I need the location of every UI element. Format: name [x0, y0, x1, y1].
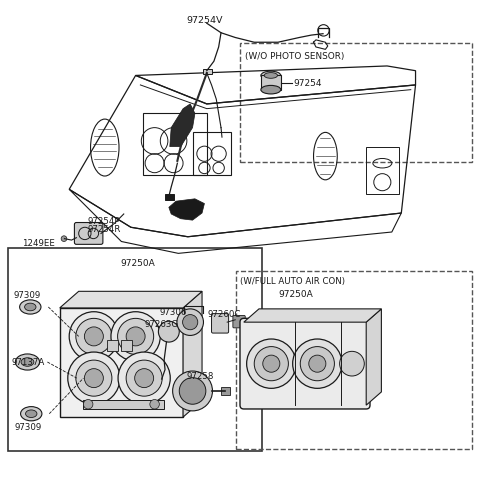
Bar	[84, 400, 164, 408]
Ellipse shape	[264, 74, 277, 79]
Circle shape	[76, 318, 112, 355]
Bar	[143, 114, 207, 176]
Ellipse shape	[25, 410, 37, 418]
FancyBboxPatch shape	[212, 314, 228, 333]
Text: 97258: 97258	[187, 371, 214, 380]
Circle shape	[158, 321, 179, 342]
Polygon shape	[244, 309, 382, 322]
Polygon shape	[170, 105, 195, 147]
Text: 97250A: 97250A	[120, 259, 155, 268]
Text: (W/FULL AUTO AIR CON): (W/FULL AUTO AIR CON)	[240, 276, 345, 285]
Bar	[261, 76, 281, 91]
Polygon shape	[366, 309, 382, 405]
Circle shape	[126, 361, 162, 396]
Bar	[240, 44, 471, 163]
FancyBboxPatch shape	[240, 318, 370, 409]
Circle shape	[263, 355, 280, 373]
Ellipse shape	[24, 303, 36, 311]
Text: 97309: 97309	[14, 422, 42, 431]
Bar	[366, 147, 399, 195]
Circle shape	[84, 369, 103, 388]
Ellipse shape	[20, 300, 41, 315]
Ellipse shape	[21, 407, 42, 421]
Circle shape	[247, 339, 296, 389]
Ellipse shape	[261, 86, 281, 95]
Polygon shape	[183, 292, 202, 417]
Circle shape	[126, 327, 145, 346]
Text: 97306: 97306	[159, 308, 187, 317]
Ellipse shape	[15, 354, 39, 370]
Text: (W/O PHOTO SENSOR): (W/O PHOTO SENSOR)	[245, 51, 344, 60]
Circle shape	[173, 371, 213, 411]
Circle shape	[309, 355, 326, 373]
Text: 97263G: 97263G	[144, 319, 178, 328]
Circle shape	[293, 339, 342, 389]
Circle shape	[177, 309, 204, 336]
Circle shape	[135, 369, 154, 388]
Ellipse shape	[21, 358, 34, 366]
Bar	[192, 133, 230, 176]
Text: 97254P: 97254P	[87, 216, 120, 225]
FancyBboxPatch shape	[74, 223, 103, 245]
Circle shape	[340, 351, 364, 376]
Circle shape	[84, 327, 103, 346]
Ellipse shape	[261, 72, 281, 80]
Text: 97260C: 97260C	[208, 309, 241, 318]
Bar	[121, 340, 132, 351]
Bar	[204, 70, 212, 76]
Circle shape	[68, 352, 120, 405]
Circle shape	[254, 347, 288, 381]
Circle shape	[111, 312, 160, 362]
Bar	[107, 340, 118, 351]
Bar	[221, 387, 229, 395]
Text: 97254: 97254	[294, 79, 322, 88]
FancyBboxPatch shape	[233, 316, 245, 328]
Circle shape	[84, 400, 93, 409]
Polygon shape	[60, 292, 202, 308]
Text: 1249EE: 1249EE	[22, 239, 55, 248]
Bar	[8, 249, 262, 451]
Bar	[165, 195, 174, 200]
Circle shape	[118, 352, 170, 405]
Text: 97137A: 97137A	[12, 357, 45, 366]
Circle shape	[61, 236, 67, 242]
Circle shape	[118, 318, 154, 355]
Circle shape	[179, 378, 206, 405]
Circle shape	[69, 312, 119, 362]
Text: 97254V: 97254V	[186, 16, 223, 25]
Circle shape	[150, 400, 159, 409]
Text: 97250A: 97250A	[278, 289, 312, 299]
Circle shape	[182, 315, 198, 330]
Circle shape	[300, 347, 335, 381]
Polygon shape	[169, 199, 204, 221]
Text: 97309: 97309	[13, 290, 40, 300]
Circle shape	[76, 361, 112, 396]
Text: 97254R: 97254R	[87, 224, 120, 233]
Bar	[60, 308, 183, 417]
Bar	[236, 272, 471, 449]
